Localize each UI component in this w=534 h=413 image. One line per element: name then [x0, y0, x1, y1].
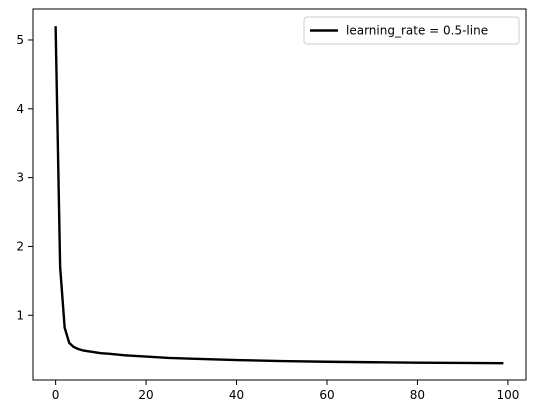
- series-line-0: [54, 26, 504, 365]
- y-tick-label: 1: [16, 308, 24, 322]
- x-tick-label: 60: [319, 388, 334, 402]
- y-tick-label: 2: [16, 239, 24, 253]
- x-tick-label: 80: [410, 388, 425, 402]
- y-tick-label: 3: [16, 171, 24, 185]
- legend: learning_rate = 0.5-line: [303, 16, 520, 45]
- x-tick-label: 20: [138, 388, 153, 402]
- x-tick-label: 0: [52, 388, 60, 402]
- y-tick-label: 4: [16, 102, 24, 116]
- y-tick-label: 5: [16, 33, 24, 47]
- x-tick-label: 40: [229, 388, 244, 402]
- plot-area: [33, 9, 526, 380]
- x-tick-label: 100: [496, 388, 519, 402]
- series-layer: [54, 26, 504, 365]
- axes-frame: [32, 8, 527, 381]
- axes-layer: 0 20 40 60 80 100 1 2 3 4 5: [16, 8, 527, 402]
- legend-label-0: learning_rate = 0.5-line: [346, 24, 488, 38]
- legend-box: [303, 16, 520, 45]
